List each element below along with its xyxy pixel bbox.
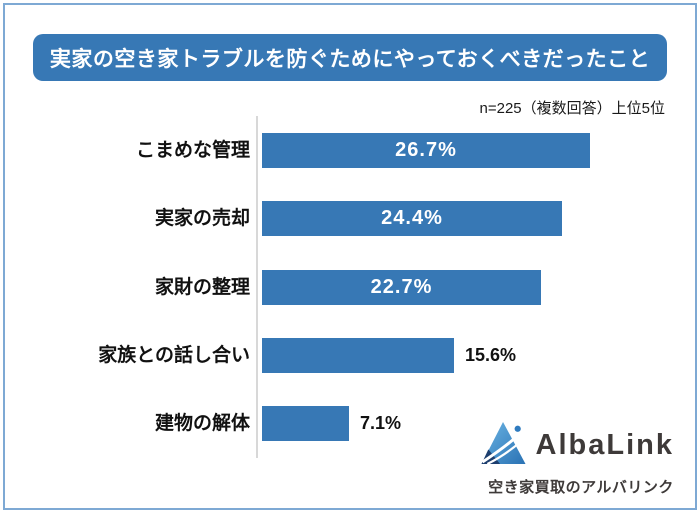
- category-label: 建物の解体: [154, 413, 250, 434]
- value-label: 15.6%: [465, 345, 517, 365]
- category-label: 家財の整理: [154, 277, 250, 298]
- category-label: こまめな管理: [135, 140, 250, 161]
- page-border-frame: [3, 3, 697, 510]
- category-label: 家族との話し合い: [98, 345, 250, 366]
- value-label: 22.7%: [370, 276, 433, 298]
- bar: 22.7%: [262, 270, 541, 305]
- bar-row: 建物の解体 7.1%: [0, 406, 700, 441]
- value-label: 26.7%: [395, 139, 457, 161]
- category-label: 実家の売却: [154, 208, 250, 229]
- bar-row: 家族との話し合い 15.6%: [0, 338, 700, 373]
- bar: 26.7%: [262, 133, 590, 168]
- logo-row: AlbaLink: [481, 420, 674, 470]
- sample-size-note: n=225（複数回答）上位5位: [479, 100, 665, 117]
- logo-wordmark: AlbaLink: [535, 428, 674, 461]
- bar-row: こまめな管理 26.7%: [0, 133, 700, 168]
- albalink-mountain-icon: [480, 420, 528, 470]
- chart-title: 実家の空き家トラブルを防ぐためにやっておくべきだったこと: [49, 47, 651, 71]
- bar-row: 実家の売却 24.4%: [0, 201, 700, 236]
- bar: 24.4%: [262, 201, 562, 236]
- bar: [262, 406, 349, 441]
- albalink-logo: AlbaLink 空き家買取のアルバリンク: [481, 420, 674, 497]
- value-label: 7.1%: [360, 413, 402, 433]
- y-axis-line: [256, 116, 258, 458]
- bar: [262, 338, 454, 373]
- chart-title-banner: 実家の空き家トラブルを防ぐためにやっておくべきだったこと: [33, 34, 667, 81]
- logo-tagline: 空き家買取のアルバリンク: [488, 479, 674, 496]
- bar-row: 家財の整理 22.7%: [0, 270, 700, 305]
- value-label: 24.4%: [381, 207, 443, 229]
